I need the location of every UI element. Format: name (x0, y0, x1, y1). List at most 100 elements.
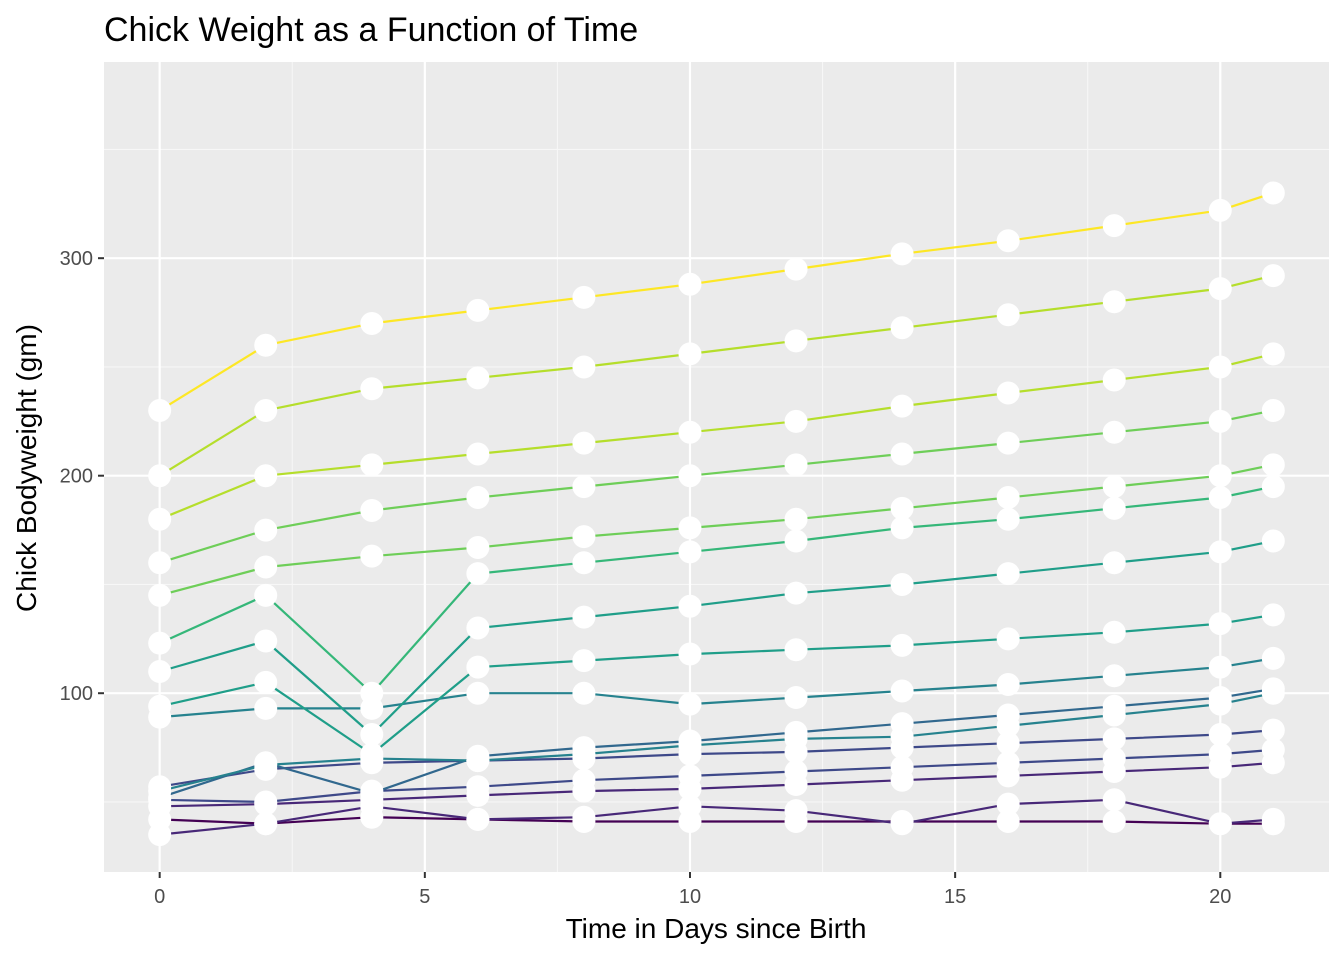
series-line (159, 613, 1274, 756)
data-point (890, 812, 914, 836)
data-point (466, 485, 490, 509)
data-point (1261, 264, 1285, 288)
y-tick-label: 100 (60, 683, 93, 705)
data-point (996, 627, 1020, 651)
data-point (1208, 723, 1232, 747)
data-point (678, 464, 702, 488)
data-point (466, 535, 490, 559)
data-point (572, 681, 596, 705)
data-point (678, 516, 702, 540)
data-point (1208, 540, 1232, 564)
data-point (466, 298, 490, 322)
data-point (890, 725, 914, 749)
data-point (678, 342, 702, 366)
data-point (466, 616, 490, 640)
data-point (784, 329, 808, 353)
data-point (1102, 368, 1126, 392)
data-point (996, 381, 1020, 405)
data-point (148, 464, 172, 488)
x-axis-title: Time in Days since Birth (566, 913, 867, 944)
data-point (784, 638, 808, 662)
series-line (159, 729, 1274, 788)
series-line (159, 748, 1274, 804)
data-point (890, 633, 914, 657)
panel-background (104, 62, 1329, 872)
data-point (678, 420, 702, 444)
data-point (360, 544, 384, 568)
data-point (572, 605, 596, 629)
data-point (890, 679, 914, 703)
series-line (159, 352, 1274, 521)
data-point (996, 751, 1020, 775)
data-point (996, 229, 1020, 253)
data-point (784, 581, 808, 605)
data-point (254, 670, 278, 694)
data-point (360, 742, 384, 766)
series-line (159, 485, 1274, 695)
data-point (466, 366, 490, 390)
data-point (1102, 664, 1126, 688)
data-point (1208, 485, 1232, 509)
data-point (466, 749, 490, 773)
x-tick-label: 15 (944, 886, 966, 908)
data-point (360, 453, 384, 477)
data-point (1102, 620, 1126, 644)
data-point (148, 694, 172, 718)
data-point (784, 257, 808, 281)
data-point (678, 642, 702, 666)
data-point (890, 316, 914, 340)
data-point (1208, 742, 1232, 766)
data-point (678, 540, 702, 564)
data-point (254, 753, 278, 777)
data-point (1102, 475, 1126, 499)
data-point (254, 696, 278, 720)
data-point (254, 518, 278, 542)
data-point (572, 551, 596, 575)
data-point (360, 681, 384, 705)
series-line (159, 274, 1274, 477)
data-point (148, 659, 172, 683)
data-point (572, 525, 596, 549)
data-point (784, 507, 808, 531)
data-point (890, 394, 914, 418)
x-tick-label: 0 (154, 886, 165, 908)
data-point (784, 409, 808, 433)
data-point (1102, 746, 1126, 770)
data-point (1102, 788, 1126, 812)
data-point (466, 681, 490, 705)
x-tick-label: 10 (679, 886, 701, 908)
series-line (159, 463, 1274, 597)
data-point (572, 475, 596, 499)
series-line (159, 761, 1274, 808)
data-point (1261, 681, 1285, 705)
data-point (1208, 277, 1232, 301)
chart-title: Chick Weight as a Function of Time (104, 11, 638, 49)
data-point (996, 731, 1020, 755)
data-point (784, 686, 808, 710)
data-point (890, 516, 914, 540)
data-point (678, 594, 702, 618)
data-point (678, 692, 702, 716)
data-point (1208, 612, 1232, 636)
data-point (890, 755, 914, 779)
y-tick-label: 200 (60, 466, 93, 488)
data-point (1208, 198, 1232, 222)
data-point (1102, 420, 1126, 444)
data-point (1261, 181, 1285, 205)
data-point (254, 790, 278, 814)
data-point (1102, 727, 1126, 751)
x-tick-label: 5 (419, 886, 430, 908)
data-point (1208, 409, 1232, 433)
data-point (466, 655, 490, 679)
data-point (1102, 496, 1126, 520)
data-point (254, 398, 278, 422)
data-point (1261, 738, 1285, 762)
series-line (159, 191, 1274, 412)
data-point (466, 562, 490, 586)
data-point (148, 583, 172, 607)
data-point (996, 792, 1020, 816)
data-point (678, 794, 702, 818)
data-point (572, 742, 596, 766)
data-point (466, 775, 490, 799)
data-point (996, 714, 1020, 738)
